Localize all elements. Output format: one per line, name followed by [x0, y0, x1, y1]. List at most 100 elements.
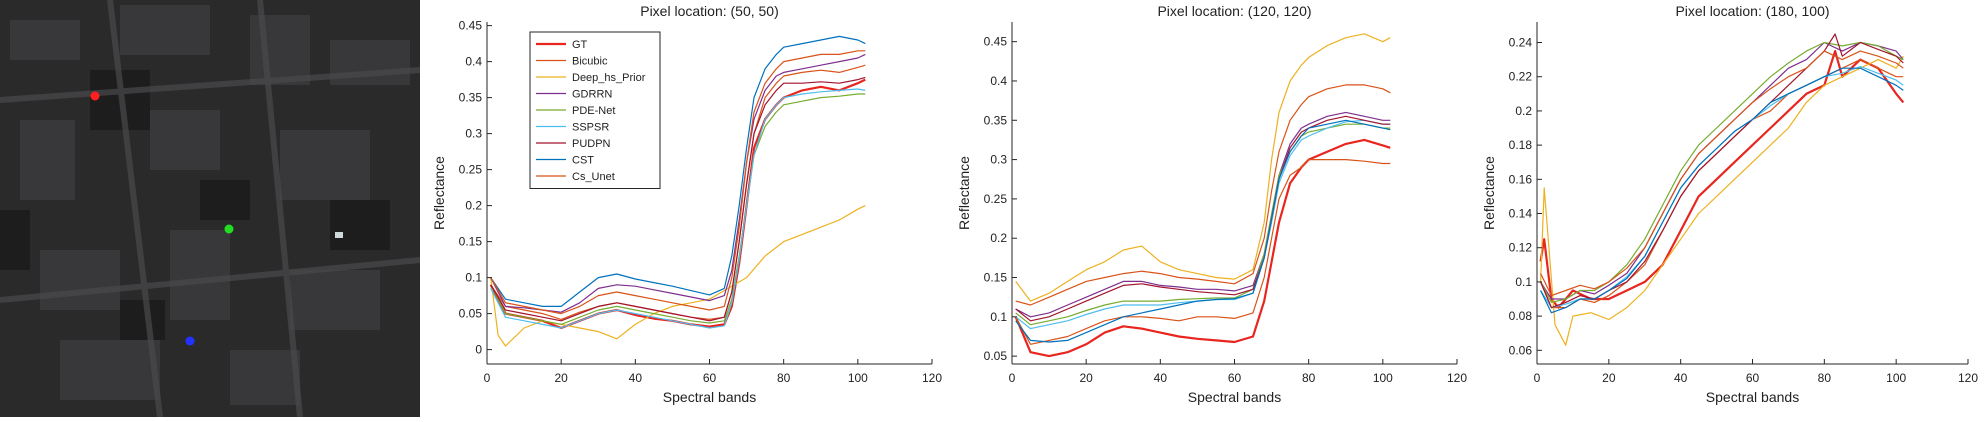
y-axis-label: Reflectance	[956, 156, 972, 230]
green-marker	[224, 224, 234, 234]
series-line-cs-unet	[1540, 50, 1904, 297]
series-line-gdrrn	[1015, 111, 1391, 318]
legend-entry: GDRRN	[572, 89, 612, 101]
series-line-deep-hs-prior	[1015, 33, 1391, 302]
chart-svg-1: Pixel location: (50, 50) 0 20 40 60 80 100 120 0…	[431, 3, 942, 405]
chart-panel-1: Pixel location: (50, 50) 0 20 40 60 80 100 120 0…	[430, 0, 950, 417]
y-tick-label: 0	[475, 343, 482, 357]
series-line-gt	[1539, 49, 1905, 309]
y-tick-label: 0.14	[1509, 207, 1533, 221]
aerial-texture	[10, 5, 410, 405]
chart-title-3: Pixel location: (180, 100)	[1675, 3, 1829, 19]
y-tick-label: 0.15	[459, 235, 483, 249]
x-tick-label: 120	[1447, 371, 1467, 385]
aerial-image	[0, 0, 420, 417]
y-tick-label: 0.18	[1509, 138, 1533, 152]
series-line-cst	[1540, 67, 1904, 314]
chart-svg-2: Pixel location: (120, 120) 0 20 40 60 80 100 12…	[956, 3, 1467, 405]
y-axis-label: Reflectance	[431, 156, 447, 230]
chart-panel-2: Pixel location: (120, 120) 0 20 40 60 80 100 12…	[955, 0, 1475, 417]
series-line-pde-net	[1540, 41, 1904, 303]
x-tick-label: 0	[1534, 371, 1541, 385]
y-tick-label: 0.16	[1509, 172, 1533, 186]
x-tick-label: 80	[1818, 371, 1832, 385]
y-tick-label: 0.05	[459, 307, 483, 321]
legend-entry: Cs_Unet	[572, 171, 615, 183]
y-tick-label: 0.4	[990, 74, 1007, 88]
blue-marker	[185, 336, 195, 346]
y-tick-label: 0.1	[465, 271, 482, 285]
x-tick-label: 60	[1746, 371, 1760, 385]
series-line-pde-net	[490, 93, 866, 325]
legend-entry: PDE-Net	[572, 105, 615, 117]
x-tick-label: 0	[1009, 371, 1016, 385]
chart-svg-3: Pixel location: (180, 100) 0 20 40 60 80 100 12…	[1481, 3, 1978, 405]
legend-entry: Deep_hs_Prior	[572, 72, 646, 84]
series-line-sspsr	[490, 88, 866, 329]
legend-entry: GT	[572, 39, 588, 51]
y-tick-label: 0.3	[990, 153, 1007, 167]
y-tick-label: 0.2	[990, 231, 1007, 245]
y-tick-label: 0.25	[984, 192, 1008, 206]
x-tick-label: 60	[1228, 371, 1242, 385]
series-line-cs-unet	[1015, 84, 1391, 306]
y-tick-label: 0.1	[990, 310, 1007, 324]
y-tick-label: 0.35	[984, 113, 1008, 127]
y-tick-label: 0.08	[1509, 309, 1533, 323]
series-line-sspsr	[1015, 119, 1391, 330]
series-line-bicubic	[1540, 58, 1904, 309]
series-line-bicubic	[1015, 159, 1391, 345]
legend-entry: Bicubic	[572, 56, 608, 68]
series-line-bicubic	[490, 64, 866, 320]
legend-entry: PUDPN	[572, 138, 611, 150]
x-tick-label: 60	[703, 371, 717, 385]
red-marker	[90, 91, 100, 101]
y-tick-label: 0.4	[465, 55, 482, 69]
y-tick-label: 0.45	[459, 19, 483, 33]
y-tick-label: 0.15	[984, 271, 1008, 285]
y-tick-label: 0.2	[465, 199, 482, 213]
series-line-sspsr	[1540, 65, 1904, 309]
series-line-deep-hs-prior	[1540, 55, 1904, 346]
y-axis-label: Reflectance	[1481, 156, 1497, 230]
chart-title-2: Pixel location: (120, 120)	[1157, 3, 1311, 19]
x-tick-label: 120	[922, 371, 942, 385]
chart-panel-3: Pixel location: (180, 100) 0 20 40 60 80 100 12…	[1480, 0, 1984, 417]
series-line-gt	[1014, 138, 1391, 358]
series-line-cst	[1015, 119, 1391, 343]
x-tick-label: 100	[1886, 371, 1906, 385]
series-group-1	[489, 35, 866, 347]
y-tick-label: 0.2	[1515, 104, 1532, 118]
x-axis-label: Spectral bands	[1188, 389, 1281, 405]
legend-entry: CST	[572, 155, 594, 167]
x-tick-label: 40	[1154, 371, 1168, 385]
x-tick-label: 40	[629, 371, 643, 385]
x-tick-label: 0	[484, 371, 491, 385]
x-tick-label: 120	[1958, 371, 1978, 385]
x-axis-label: Spectral bands	[663, 389, 756, 405]
y-tick-label: 0.35	[459, 91, 483, 105]
series-line-cs-unet	[490, 50, 866, 315]
series-line-pudpn	[1540, 33, 1904, 309]
legend: GT Bicubic Deep_hs_Prior GDRRN PDE-Net SSPSR P…	[529, 31, 661, 189]
chart-title-1: Pixel location: (50, 50)	[640, 3, 779, 19]
x-tick-label: 100	[848, 371, 868, 385]
series-group-3	[1539, 33, 1905, 346]
y-tick-label: 0.24	[1509, 36, 1533, 50]
y-tick-label: 0.22	[1509, 70, 1533, 84]
x-tick-label: 80	[1302, 371, 1316, 385]
y-tick-label: 0.06	[1509, 343, 1533, 357]
y-tick-label: 0.1	[1515, 275, 1532, 289]
series-line-gdrrn	[490, 53, 866, 313]
x-tick-label: 20	[1602, 371, 1616, 385]
y-tick-label: 0.3	[465, 127, 482, 141]
series-group-2	[1014, 33, 1391, 358]
series-line-gdrrn	[1540, 41, 1904, 300]
series-line-pudpn	[1015, 115, 1391, 322]
y-tick-label: 0.25	[459, 163, 483, 177]
y-tick-label: 0.45	[984, 35, 1008, 49]
legend-entry: SSPSR	[572, 122, 609, 134]
y-tick-label: 0.05	[984, 349, 1008, 363]
x-tick-label: 20	[1079, 371, 1093, 385]
series-line-cst	[490, 35, 866, 307]
